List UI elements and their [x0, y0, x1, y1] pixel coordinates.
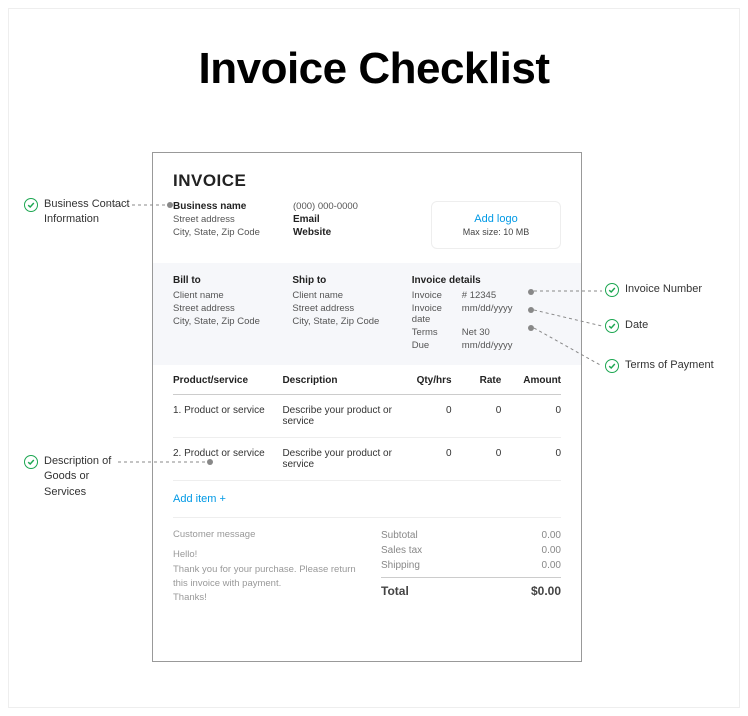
- callout-text: Description of Goods or Services: [44, 454, 134, 500]
- callout-text: Date: [625, 318, 648, 333]
- ship-to-label: Ship to: [292, 275, 411, 286]
- message-body: Hello! Thank you for your purchase. Plea…: [173, 548, 373, 605]
- col-rate: Rate: [452, 375, 502, 386]
- invoice-footer: Customer message Hello! Thank you for yo…: [173, 518, 561, 605]
- callout-invoice-number: Invoice Number: [605, 282, 702, 297]
- invoice-num-label: Invoice: [412, 290, 462, 301]
- row1-product: 1. Product or service: [173, 405, 282, 427]
- connector-dot: [528, 325, 534, 331]
- check-icon: [605, 283, 619, 297]
- row2-amount: 0: [501, 448, 561, 470]
- line-item-row[interactable]: 1. Product or service Describe your prod…: [173, 395, 561, 438]
- ship-to-street: Street address: [292, 303, 411, 314]
- callout-text: Terms of Payment: [625, 358, 714, 373]
- invoice-details-column: Invoice details Invoice# 12345 Invoice d…: [412, 275, 561, 353]
- bill-to-label: Bill to: [173, 275, 292, 286]
- total-value: $0.00: [531, 584, 561, 598]
- bill-to-client: Client name: [173, 290, 292, 301]
- ship-to-column: Ship to Client name Street address City,…: [292, 275, 411, 353]
- business-name: Business name: [173, 201, 293, 212]
- invoice-terms-label: Terms: [412, 327, 462, 338]
- bill-to-city: City, State, Zip Code: [173, 316, 292, 327]
- callout-terms: Terms of Payment: [605, 358, 714, 373]
- connector-dot: [207, 459, 213, 465]
- callout-date: Date: [605, 318, 648, 333]
- invoice-heading: INVOICE: [173, 171, 561, 191]
- col-amount: Amount: [501, 375, 561, 386]
- ship-to-client: Client name: [292, 290, 411, 301]
- row1-desc: Describe your product or service: [282, 405, 401, 427]
- col-description: Description: [282, 375, 401, 386]
- invoice-terms-value: Net 30: [462, 327, 490, 338]
- ship-to-city: City, State, Zip Code: [292, 316, 411, 327]
- tax-label: Sales tax: [381, 545, 422, 556]
- check-icon: [24, 198, 38, 212]
- col-qty: Qty/hrs: [402, 375, 452, 386]
- tax-value: 0.00: [542, 545, 561, 556]
- connector-dot: [167, 202, 173, 208]
- invoice-due-value: mm/dd/yyyy: [462, 340, 513, 351]
- line-items-header: Product/service Description Qty/hrs Rate…: [173, 365, 561, 395]
- line-item-row[interactable]: 2. Product or service Describe your prod…: [173, 438, 561, 481]
- totals-block: Subtotal0.00 Sales tax0.00 Shipping0.00 …: [381, 528, 561, 605]
- logo-max-size: Max size: 10 MB: [463, 227, 530, 237]
- callout-business-info: Business Contact Information: [24, 197, 134, 228]
- business-contact-column: (000) 000-0000 Email Website: [293, 201, 413, 249]
- check-icon: [605, 319, 619, 333]
- connector-dot: [528, 289, 534, 295]
- business-email: Email: [293, 214, 413, 225]
- customer-message: Customer message Hello! Thank you for yo…: [173, 528, 373, 605]
- row2-qty: 0: [402, 448, 452, 470]
- invoice-details-label: Invoice details: [412, 275, 561, 286]
- row2-rate: 0: [452, 448, 502, 470]
- add-logo-link[interactable]: Add logo: [474, 213, 517, 225]
- total-label: Total: [381, 584, 409, 598]
- row1-rate: 0: [452, 405, 502, 427]
- callout-text: Invoice Number: [625, 282, 702, 297]
- ship-label: Shipping: [381, 560, 420, 571]
- row2-desc: Describe your product or service: [282, 448, 401, 470]
- check-icon: [605, 359, 619, 373]
- business-street: Street address: [173, 214, 293, 225]
- invoice-date-value: mm/dd/yyyy: [462, 303, 513, 325]
- check-icon: [24, 455, 38, 469]
- add-logo-box[interactable]: Add logo Max size: 10 MB: [431, 201, 561, 249]
- page-title: Invoice Checklist: [9, 44, 739, 94]
- business-address-column: Business name Street address City, State…: [173, 201, 293, 249]
- row2-product: 2. Product or service: [173, 448, 282, 470]
- callout-text: Business Contact Information: [44, 197, 134, 228]
- add-item-link[interactable]: Add item +: [173, 481, 561, 518]
- message-label: Customer message: [173, 528, 373, 542]
- invoice-date-label: Invoice date: [412, 303, 462, 325]
- business-city: City, State, Zip Code: [173, 227, 293, 238]
- invoice-due-label: Due: [412, 340, 462, 351]
- bill-to-column: Bill to Client name Street address City,…: [173, 275, 292, 353]
- business-phone: (000) 000-0000: [293, 201, 413, 212]
- callout-description: Description of Goods or Services: [24, 454, 134, 500]
- col-product: Product/service: [173, 375, 282, 386]
- details-panel: Bill to Client name Street address City,…: [153, 263, 581, 365]
- business-website: Website: [293, 227, 413, 238]
- bill-to-street: Street address: [173, 303, 292, 314]
- ship-value: 0.00: [542, 560, 561, 571]
- connector-dot: [528, 307, 534, 313]
- invoice-num-value: # 12345: [462, 290, 496, 301]
- subtotal-value: 0.00: [542, 530, 561, 541]
- subtotal-label: Subtotal: [381, 530, 418, 541]
- invoice-document: INVOICE Business name Street address Cit…: [152, 152, 582, 662]
- business-header: Business name Street address City, State…: [173, 201, 561, 249]
- row1-qty: 0: [402, 405, 452, 427]
- row1-amount: 0: [501, 405, 561, 427]
